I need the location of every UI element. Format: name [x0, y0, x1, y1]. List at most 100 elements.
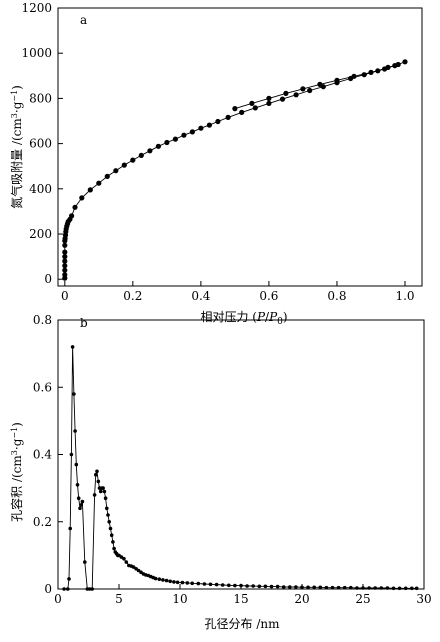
panel-a-data-point	[239, 109, 245, 115]
panel-a-data-point	[155, 143, 161, 149]
panel-b-data-point	[164, 578, 169, 583]
panel-a-x-tick-label: 0.8	[327, 289, 346, 303]
panel-b-data-point	[95, 469, 99, 474]
panel-b-data-point	[263, 584, 268, 589]
panel-a-x-axis: 0 0.2 0.4 0.6 0.8 1.0	[61, 281, 415, 303]
panel-b-data-point	[251, 584, 255, 588]
panel-b-data-point	[122, 556, 126, 561]
panel-b-pore-size-distribution: b 0 5 10 15 20 25 30 0 0.2 0.4 0.6 0.8 孔径分布 /nm 孔容…	[9, 313, 432, 631]
panel-b-data-point	[318, 585, 323, 590]
panel-b-data-point	[106, 513, 110, 517]
panel-a-y-tick-label: 400	[29, 182, 52, 196]
panel-b-x-tick-label: 10	[172, 592, 187, 606]
panel-b-y-tick-label: 0.6	[33, 380, 52, 394]
panel-a-adsorption-isotherm: a 0 0.2 0.4 0.6 0.8 1.0 0 200 400 600 800 1000 1200…	[9, 1, 423, 327]
panel-b-data-point	[78, 506, 82, 511]
panel-a-letter: a	[80, 13, 87, 27]
panel-a-data-point	[130, 157, 136, 163]
panel-b-data-point	[385, 586, 390, 590]
panel-b-data-point	[107, 520, 111, 524]
panel-a-data-point	[279, 96, 286, 102]
panel-a-data-point	[138, 152, 144, 158]
panel-b-data-point	[73, 429, 77, 433]
panel-b-data-point	[70, 345, 75, 349]
panel-a-data-point	[96, 180, 102, 186]
panel-a-data-point	[189, 129, 195, 135]
panel-b-x-tick-label: 0	[54, 592, 62, 606]
panel-b-y-tick-label: 0.8	[33, 313, 52, 327]
panel-b-data-point	[414, 586, 419, 591]
panel-a-data-point	[293, 92, 299, 98]
panel-b-data-point	[403, 586, 408, 591]
panel-b-x-tick-label: 30	[416, 592, 431, 606]
panel-b-data-point	[214, 582, 219, 587]
panel-b-x-tick-label: 20	[294, 592, 309, 606]
panel-b-data-point	[397, 586, 402, 591]
panel-b-data-point	[294, 585, 298, 589]
panel-b-data-point	[288, 585, 292, 589]
panel-b-data-point	[75, 483, 80, 487]
panel-a-y-tick-label: 800	[29, 91, 52, 105]
panel-a-data-point	[232, 106, 238, 112]
panel-b-data-point	[227, 583, 231, 588]
panel-b-data-point	[79, 503, 83, 507]
panel-b-data-point	[175, 580, 180, 585]
panel-b-data-point	[330, 585, 335, 590]
panel-b-data-point	[76, 496, 81, 501]
panel-b-x-tick-label: 5	[115, 592, 123, 606]
panel-a-data-point	[181, 132, 187, 138]
panel-a-data-point	[62, 258, 68, 264]
panel-a-x-tick-label: 0.6	[259, 289, 278, 303]
panel-b-x-tick-label: 25	[355, 592, 370, 606]
panel-a-data-point	[402, 59, 408, 65]
panel-a-data-point	[225, 114, 231, 120]
panel-b-data-point	[336, 585, 341, 590]
panel-a-x-tick-label: 0.4	[191, 289, 210, 303]
panel-b-data-point	[349, 585, 353, 590]
panel-b-data-point	[361, 586, 365, 590]
panel-b-data-point	[66, 587, 70, 591]
panel-b-data-point	[342, 585, 347, 590]
panel-b-data-point	[68, 526, 72, 531]
panel-b-data-point	[275, 584, 280, 589]
panel-b-data-point	[180, 580, 185, 585]
panel-a-y-axis-title: 氮气吸附量 /(cm3·g−1)	[9, 85, 24, 209]
panel-a-y-tick-label: 1200	[21, 1, 52, 15]
panel-b-data-point	[87, 587, 92, 591]
panel-b-data-point	[98, 489, 103, 494]
panel-a-data-point	[147, 148, 153, 154]
panel-b-x-axis-title: 孔径分布 /nm	[205, 617, 281, 631]
panel-b-data-point	[391, 586, 396, 591]
panel-b-data-point	[281, 585, 286, 589]
panel-a-data-point	[382, 66, 388, 72]
panel-a-data-point	[62, 267, 68, 273]
panel-a-data-point	[62, 263, 68, 269]
panel-b-data-point	[103, 496, 108, 501]
panel-a-data-point	[62, 272, 68, 278]
panel-b-data-point	[306, 585, 310, 590]
panel-b-data-point	[257, 584, 262, 589]
panel-a-series	[62, 59, 408, 281]
panel-b-data-point	[108, 526, 113, 531]
panel-b-data-point	[105, 506, 109, 511]
panel-b-data-point	[239, 583, 243, 588]
panel-b-data-point	[300, 585, 304, 590]
panel-a-x-tick-label: 1.0	[395, 289, 414, 303]
panel-b-data-point	[111, 540, 115, 544]
panel-a-x-tick-label: 0.2	[123, 289, 142, 303]
panel-b-data-point	[102, 489, 107, 494]
panel-b-data-point	[83, 560, 87, 564]
panel-b-data-point	[168, 579, 172, 584]
panel-a-data-point	[392, 63, 398, 69]
panel-a-data-point	[249, 100, 255, 106]
panel-b-data-point	[109, 533, 114, 537]
panel-a-x-tick-label: 0	[61, 289, 69, 303]
panel-b-x-axis: 0 5 10 15 20 25 30	[54, 584, 432, 606]
panel-a-y-tick-label: 1000	[21, 46, 52, 60]
panel-a-data-point	[368, 69, 374, 75]
panel-b-data-point	[74, 462, 79, 467]
panel-a-y-tick-label: 0	[44, 272, 52, 286]
panel-a-axes-frame	[57, 7, 423, 287]
panel-a-data-point	[300, 86, 306, 92]
